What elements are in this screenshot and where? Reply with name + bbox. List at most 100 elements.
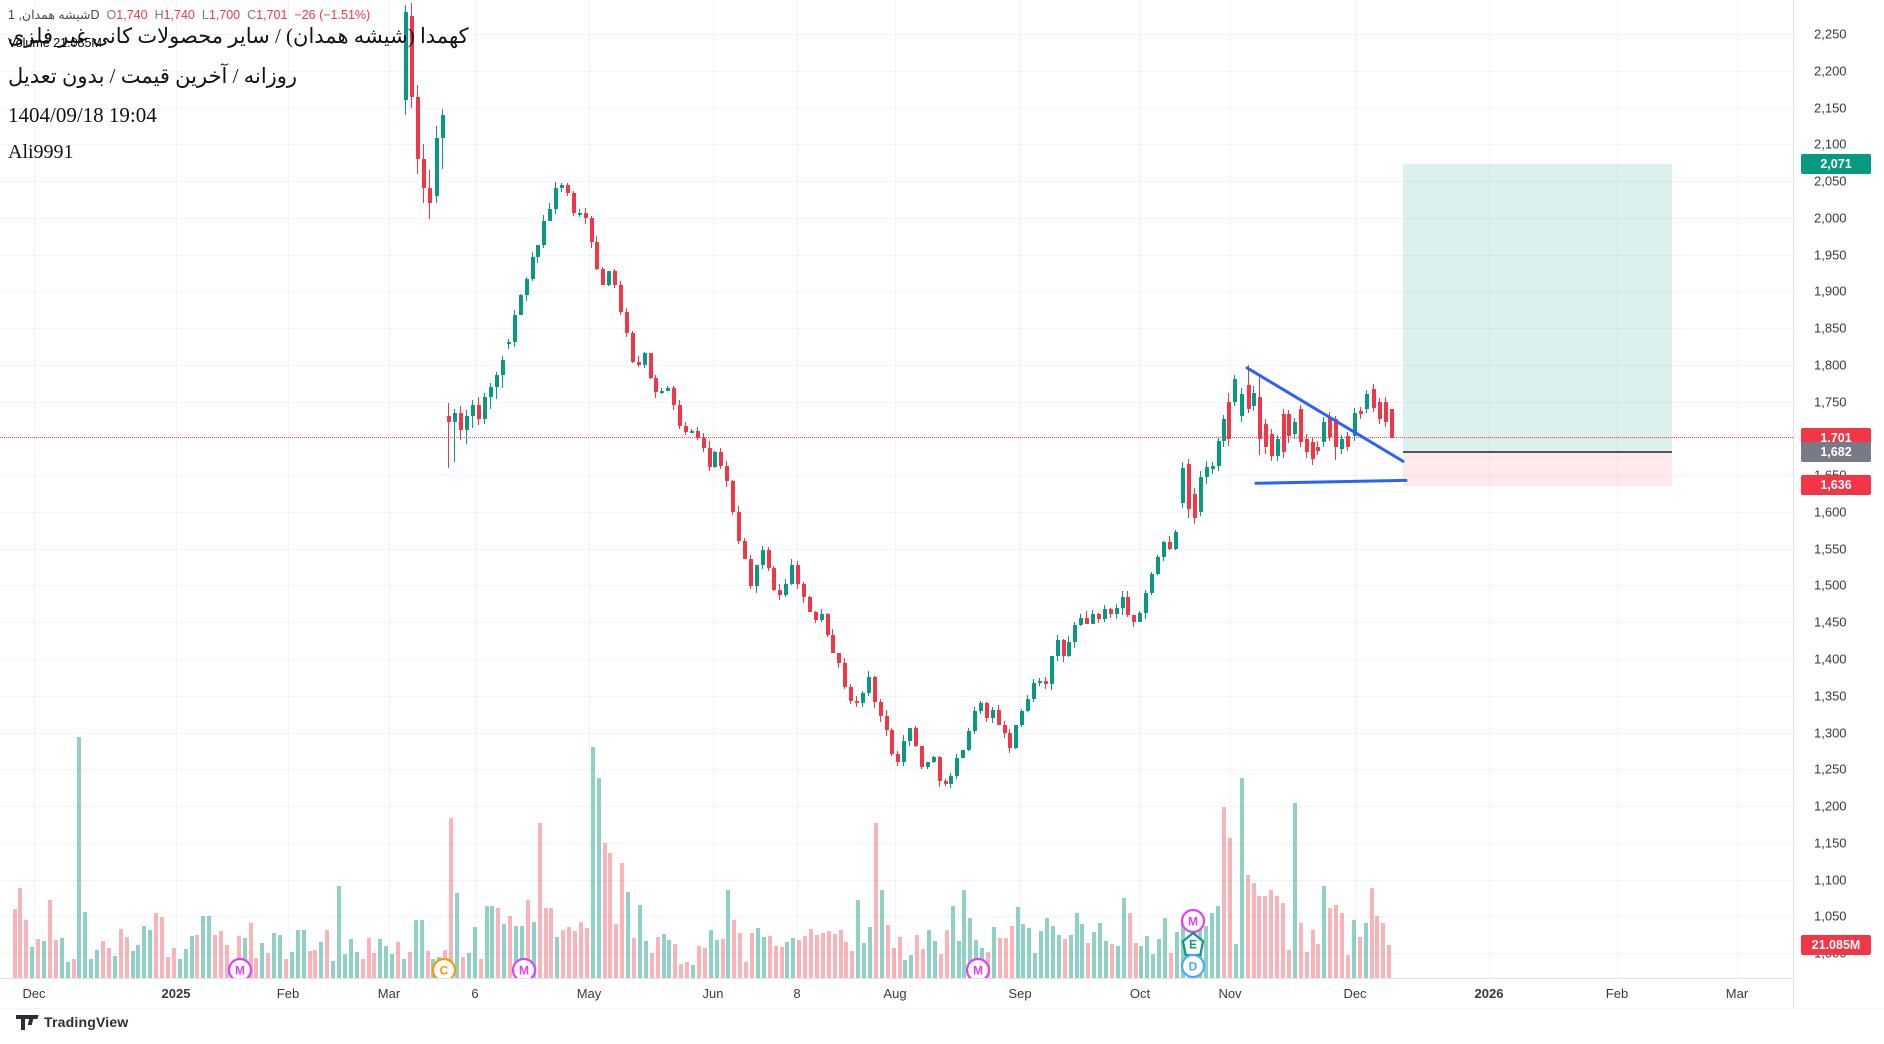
time-axis[interactable]: Dec 2025 Feb Mar 6 May Jun 8 Aug Sep Oct Nov Dec 2026… [0, 978, 1793, 1009]
volume-bar [720, 939, 725, 978]
watermark-datetime: 1404/09/18 19:04 [8, 103, 157, 127]
volume-bar [1145, 935, 1150, 978]
symbol-legend[interactable]: شیشه همدان, 1D O1,740 H1,740 L1,700 C1,701 −2… [8, 7, 370, 22]
ohlc-key: C [247, 8, 257, 22]
volume-bar [1056, 934, 1061, 978]
time-tick: 6 [471, 986, 479, 1001]
volume-bar [1328, 908, 1333, 978]
volume-bar [1369, 888, 1374, 978]
volume-bar [879, 890, 884, 978]
volume-bar [856, 900, 861, 978]
volume-bar [1316, 944, 1321, 978]
h-gridline [0, 475, 1793, 477]
trendline-descending-resistance[interactable] [1245, 366, 1405, 463]
svg-text:M: M [235, 964, 245, 978]
volume-bar [313, 950, 318, 978]
v-gridline [176, 0, 177, 978]
volume-bar [1104, 941, 1108, 978]
event-marker-m[interactable]: M [511, 957, 537, 978]
volume-bar [832, 933, 837, 978]
volume-legend[interactable]: Volume 21.085M [8, 36, 102, 50]
volume-bar [1015, 907, 1020, 978]
tradingview-attribution[interactable]: TradingView [16, 1014, 128, 1030]
price-tick: 2,200 [1814, 63, 1847, 79]
volume-bar [903, 960, 908, 978]
volume-bar [661, 934, 666, 978]
volume-bar [449, 818, 454, 978]
volume-label: Volume [8, 36, 50, 50]
volume-bar [460, 957, 465, 978]
volume-bar [708, 930, 713, 978]
svg-text:M: M [1188, 915, 1198, 929]
volume-bar [1245, 875, 1250, 978]
volume-bar [543, 908, 548, 978]
volume-bar [1180, 923, 1185, 978]
volume-bar [1345, 954, 1350, 978]
volume-bar [1098, 923, 1103, 978]
price-badge-stop: 1,636 [1801, 475, 1871, 496]
volume-bar [1375, 916, 1380, 978]
volume-bar [997, 938, 1002, 978]
volume-bar [1210, 913, 1215, 978]
v-gridline [288, 0, 289, 978]
tradingview-logo-icon [16, 1014, 39, 1030]
volume-bar [71, 958, 76, 978]
event-marker-d[interactable]: D [1180, 953, 1206, 978]
volume-bar [838, 930, 843, 978]
volume-bar [12, 909, 17, 978]
volume-bar [1151, 954, 1156, 978]
volume-bar [425, 950, 430, 978]
volume-bar [89, 958, 94, 978]
volume-bar [1334, 905, 1339, 978]
volume-bar [803, 936, 808, 978]
price-tick: 1,850 [1814, 320, 1847, 336]
volume-bar [1387, 945, 1392, 978]
volume-bar [1080, 924, 1085, 978]
volume-bar [466, 952, 471, 978]
volume-bar [1351, 920, 1356, 978]
volume-bar [525, 900, 530, 978]
price-tick: 2,000 [1814, 210, 1847, 226]
price-badge-target: 2,071 [1801, 154, 1871, 175]
volume-bar [921, 948, 926, 978]
volume-bar [53, 940, 58, 978]
trendline-support[interactable] [1254, 478, 1408, 485]
symbol-title[interactable]: شیشه همدان, 1D [8, 8, 100, 22]
volume-bar [301, 929, 306, 978]
volume-bar [189, 936, 194, 978]
event-marker-m[interactable]: M [227, 957, 253, 978]
long-position-entry-line[interactable] [1403, 450, 1672, 453]
long-position-stop-zone[interactable] [1403, 451, 1672, 487]
volume-bar [608, 853, 613, 978]
v-gridline [797, 0, 798, 978]
h-gridline [0, 732, 1793, 734]
long-position-profit-zone[interactable] [1403, 164, 1672, 452]
volume-bar [148, 929, 153, 978]
volume-bar [555, 937, 560, 978]
volume-bar [578, 922, 583, 978]
volume-bar [384, 946, 389, 978]
volume-bar [862, 943, 867, 978]
price-tick: 2,100 [1814, 136, 1847, 152]
volume-bar [65, 961, 70, 978]
volume-bar [779, 946, 784, 978]
volume-bar [1039, 930, 1044, 978]
h-gridline [0, 107, 1793, 109]
time-tick: Dec [22, 986, 46, 1001]
volume-bar [1027, 928, 1032, 978]
price-axis[interactable]: 2,250 2,200 2,150 2,100 2,050 2,000 1,950 1,900… [1793, 0, 1884, 1008]
event-marker-c[interactable]: C [431, 957, 457, 978]
price-tick: 1,050 [1814, 908, 1847, 924]
h-gridline [0, 401, 1793, 403]
event-marker-e[interactable]: E [1181, 931, 1205, 957]
volume-bar [1263, 896, 1268, 978]
h-gridline [0, 144, 1793, 146]
event-marker-m[interactable]: M [965, 957, 991, 978]
h-gridline [0, 511, 1793, 513]
volume-bar [1062, 938, 1067, 978]
h-gridline [0, 34, 1793, 36]
event-marker-m[interactable]: M [1180, 908, 1206, 934]
volume-bar [1381, 923, 1386, 978]
